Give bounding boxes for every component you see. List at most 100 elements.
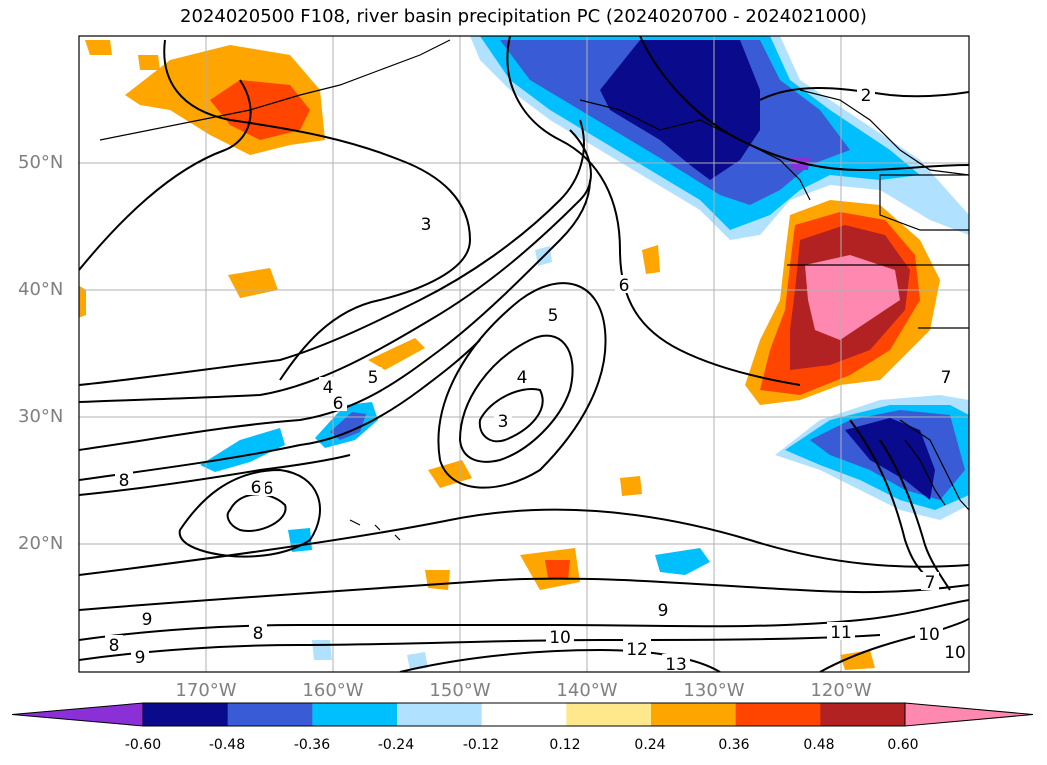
contour-label: 9 [654,600,672,621]
svg-text:8: 8 [109,636,120,656]
plot-frame [78,35,970,673]
contour-label: 10 [546,627,574,648]
svg-text:4: 4 [517,368,528,388]
contour-label: 7 [921,572,939,593]
lat-label-30n: 30°N [18,406,64,427]
svg-text:2: 2 [861,86,872,106]
colorbar-tick: 0.36 [718,737,750,753]
contour-label: 2 [857,85,875,106]
contour-label: 11 [827,622,855,643]
colorbar-segment [397,703,483,726]
svg-text:12: 12 [626,640,648,660]
svg-text:6: 6 [263,479,274,499]
map-title: 2024020500 F108, river basin precipitati… [180,6,867,27]
colorbar-segment [227,703,313,726]
lon-label-160w: 160°W [302,680,364,701]
negative-anomaly-small-2b [330,412,366,440]
svg-text:6: 6 [333,394,344,414]
negative-anomaly-small-4 [655,548,710,575]
coastlines [99,39,969,541]
colorbar-segment [566,703,652,726]
contour-label-group: 2 3 4 5 6 3 4 5 6 6 7 8 6 8 8 9 9 10 10 … [105,85,969,675]
svg-text:9: 9 [142,610,153,630]
positive-anomaly-california-pink [805,255,900,340]
colorbar-tick: 0.48 [803,737,835,753]
svg-text:10: 10 [918,625,940,645]
positive-anomaly-small-12 [840,650,875,670]
colorbar-tick: -0.12 [462,737,500,753]
colorbar-segment [143,703,229,726]
lon-label-150w: 150°W [429,680,491,701]
colorbar-segment [820,703,906,726]
positive-anomaly-small-1 [85,40,112,55]
svg-text:10: 10 [944,643,966,663]
colorbar-extend-high [904,702,1034,727]
positive-anomaly-small-11 [425,570,450,590]
svg-text:13: 13 [665,655,687,675]
contour-label: 6 [247,477,265,498]
colorbar-segment [735,703,821,726]
svg-text:9: 9 [658,601,669,621]
contour-label: 10 [941,642,969,663]
contour-label: 8 [115,470,133,491]
svg-text:10: 10 [549,628,571,648]
svg-text:3: 3 [421,215,432,235]
positive-anomaly-small-2 [138,55,160,70]
lat-label-50n: 50°N [18,152,64,173]
svg-text:6: 6 [251,478,262,498]
contour-label: 9 [131,647,149,668]
positive-anomaly-small-7 [620,476,642,496]
svg-text:7: 7 [941,368,952,388]
negative-anomaly-small-1 [200,428,285,472]
negative-anomaly-mexico-navy [845,418,935,500]
svg-text:8: 8 [119,471,130,491]
contour-label: 5 [364,367,382,388]
colorbar-tick: -0.48 [208,737,246,753]
negative-anomaly-small-6 [312,640,332,660]
svg-text:11: 11 [830,623,852,643]
colorbar-segment [312,703,398,726]
colorbar-tick: 0.12 [549,737,581,753]
lon-label-120w: 120°W [810,680,872,701]
contour-lines [79,36,969,672]
contour-label: 5 [544,305,562,326]
colorbar-segment [651,703,737,726]
negative-anomaly-north-navy [600,40,760,180]
colorbar-frame [142,702,906,727]
colorbar [11,702,1034,727]
colorbar-tick: -0.60 [124,737,162,753]
contour-label: 4 [319,377,337,398]
negative-anomaly-small-7 [407,652,428,670]
contour-label: 7 [937,367,955,388]
svg-text:8: 8 [253,624,264,644]
contour-label: 13 [662,654,690,675]
contour-label: 4 [513,367,531,388]
contour-label: 10 [915,624,943,645]
positive-anomaly-nw-core [210,80,310,140]
graticule [79,36,969,672]
colorbar-tick: 0.24 [634,737,666,753]
colorbar-tick: -0.36 [293,737,331,753]
contour-label: 8 [105,635,123,656]
lat-label-40n: 40°N [18,279,64,300]
contour-label: 6 [329,393,347,414]
contour-label: 6 [615,275,633,296]
contour-label: 3 [494,411,512,432]
positive-anomaly-small-5 [368,338,425,370]
positive-anomaly-small-8 [642,245,660,274]
contour-label: 8 [249,623,267,644]
svg-text:6: 6 [619,276,630,296]
colorbar-extend-low [11,702,144,727]
lon-label-170w: 170°W [175,680,237,701]
svg-text:7: 7 [925,573,936,593]
contour-label: 3 [417,214,435,235]
contour-label: 12 [623,639,651,660]
colorbar-tick: -0.24 [377,737,415,753]
svg-text:5: 5 [368,368,379,388]
positive-anomaly-small-6 [428,460,472,488]
positive-anomaly-small-4 [79,285,86,318]
svg-text:4: 4 [323,378,334,398]
colorbar-tick: 0.60 [887,737,919,753]
lon-label-140w: 140°W [556,680,618,701]
